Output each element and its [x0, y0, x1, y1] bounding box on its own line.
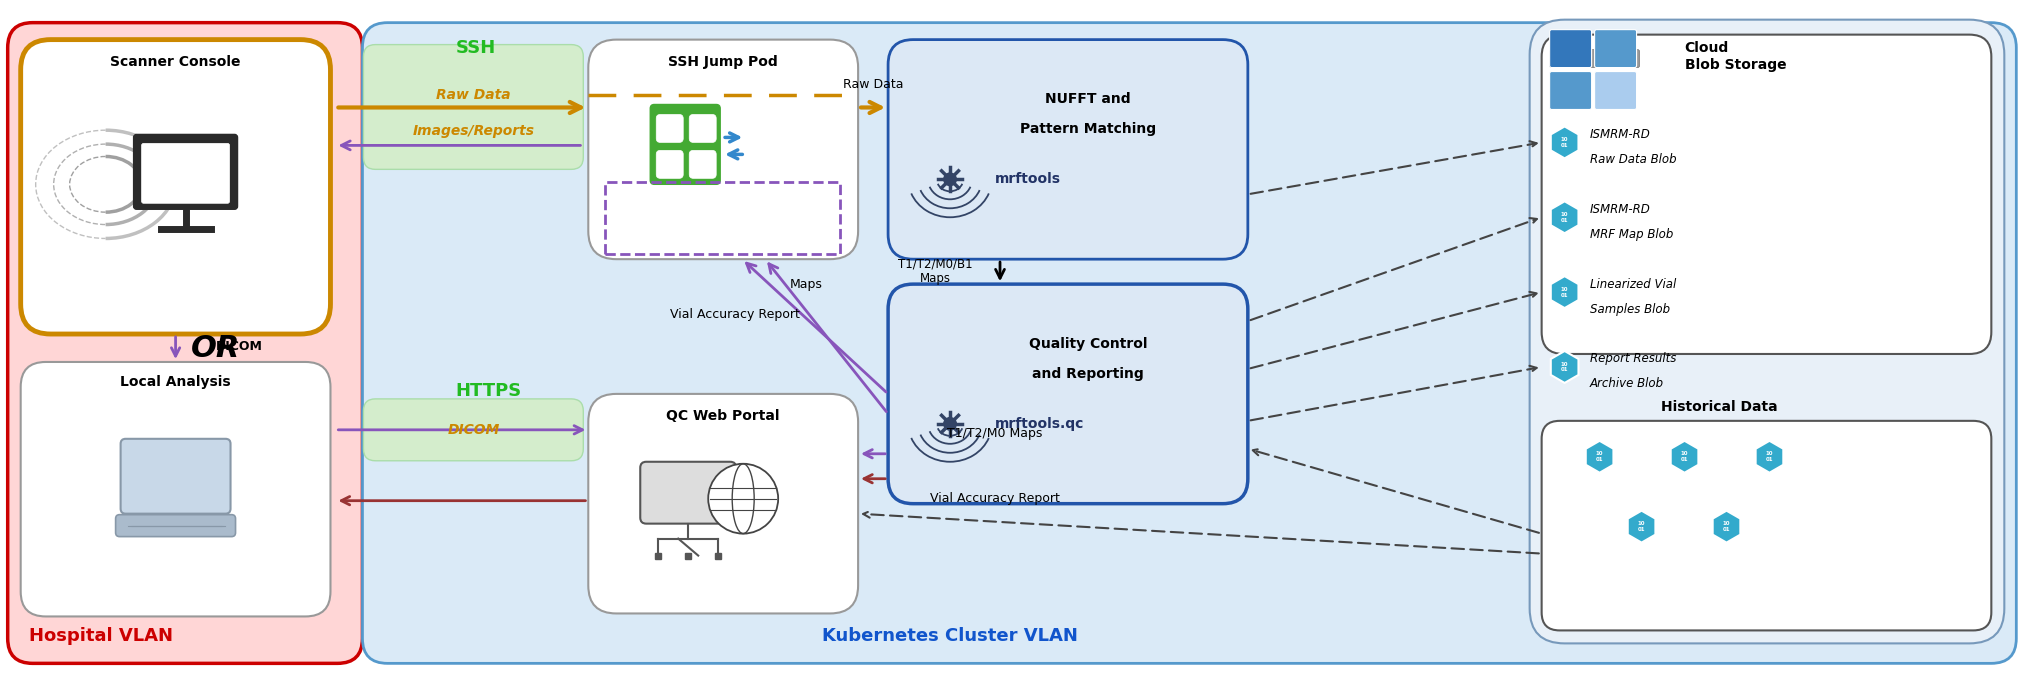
Text: Local Analysis: Local Analysis [120, 375, 231, 389]
Text: OR: OR [191, 334, 240, 364]
Text: and Reporting: and Reporting [1031, 367, 1143, 381]
Text: 10
01: 10 01 [1638, 522, 1646, 532]
Text: ISMRM-RD: ISMRM-RD [1589, 203, 1650, 216]
Polygon shape [1551, 351, 1579, 383]
Text: 10
01: 10 01 [1681, 451, 1689, 462]
Text: Historical Data: Historical Data [1661, 400, 1778, 414]
Text: 10
01: 10 01 [1766, 451, 1774, 462]
Text: Vial Accuracy Report: Vial Accuracy Report [930, 492, 1060, 505]
Text: Images/Reports: Images/Reports [412, 125, 534, 138]
FancyBboxPatch shape [589, 394, 859, 613]
Text: mrftools.qc: mrftools.qc [995, 417, 1084, 431]
FancyBboxPatch shape [1549, 30, 1592, 68]
FancyBboxPatch shape [363, 45, 583, 169]
Circle shape [944, 172, 956, 186]
Text: Raw Data: Raw Data [842, 78, 903, 91]
Polygon shape [1551, 276, 1579, 308]
FancyBboxPatch shape [1549, 50, 1640, 68]
FancyBboxPatch shape [363, 399, 583, 461]
Text: DICOM: DICOM [215, 340, 262, 353]
Polygon shape [1628, 511, 1654, 543]
FancyBboxPatch shape [639, 462, 737, 524]
Polygon shape [1585, 441, 1614, 473]
Polygon shape [1551, 127, 1579, 158]
Text: 10
01: 10 01 [1561, 362, 1569, 372]
Polygon shape [1713, 511, 1740, 543]
FancyBboxPatch shape [1596, 30, 1636, 68]
FancyBboxPatch shape [1541, 34, 1991, 354]
Text: Vial Accuracy Report: Vial Accuracy Report [670, 307, 800, 320]
Text: Report Results: Report Results [1589, 353, 1677, 365]
Text: 10
01: 10 01 [1723, 522, 1730, 532]
FancyBboxPatch shape [116, 515, 235, 537]
Text: Raw Data: Raw Data [436, 88, 512, 101]
Circle shape [708, 464, 777, 533]
Text: mrftools: mrftools [995, 172, 1062, 186]
Text: HTTPS: HTTPS [455, 382, 522, 400]
Text: 10
01: 10 01 [1596, 451, 1604, 462]
Text: 10
01: 10 01 [1561, 137, 1569, 148]
Text: SSH Jump Pod: SSH Jump Pod [668, 54, 777, 69]
FancyBboxPatch shape [887, 284, 1248, 504]
FancyBboxPatch shape [656, 150, 684, 178]
Text: NUFFT and: NUFFT and [1045, 92, 1131, 107]
FancyBboxPatch shape [690, 114, 717, 143]
FancyBboxPatch shape [8, 23, 363, 664]
Text: Raw Data Blob: Raw Data Blob [1589, 153, 1677, 166]
Text: DICOM: DICOM [447, 423, 499, 437]
Text: T1/T2/M0/B1
Maps: T1/T2/M0/B1 Maps [897, 257, 972, 285]
Text: Quality Control: Quality Control [1029, 337, 1147, 351]
Text: Kubernetes Cluster VLAN: Kubernetes Cluster VLAN [822, 628, 1078, 646]
Text: Maps: Maps [790, 278, 822, 291]
FancyBboxPatch shape [120, 439, 231, 514]
Text: Hospital VLAN: Hospital VLAN [28, 628, 173, 646]
Text: Samples Blob: Samples Blob [1589, 302, 1671, 316]
FancyBboxPatch shape [20, 362, 331, 617]
Text: Pattern Matching: Pattern Matching [1019, 123, 1155, 136]
Text: MRF Map Blob: MRF Map Blob [1589, 228, 1673, 240]
Text: Scanner Console: Scanner Console [110, 54, 242, 69]
FancyBboxPatch shape [1596, 72, 1636, 110]
FancyBboxPatch shape [1541, 421, 1991, 630]
Text: QC Web Portal: QC Web Portal [666, 409, 780, 423]
Text: SSH: SSH [455, 39, 495, 56]
Text: 10
01: 10 01 [1561, 287, 1569, 298]
Polygon shape [1756, 441, 1782, 473]
FancyBboxPatch shape [656, 114, 684, 143]
FancyBboxPatch shape [1531, 20, 2004, 644]
FancyBboxPatch shape [690, 150, 717, 178]
Text: Archive Blob: Archive Blob [1589, 378, 1665, 391]
FancyBboxPatch shape [650, 105, 721, 185]
Text: Linearized Vial: Linearized Vial [1589, 278, 1677, 291]
Text: 10
01: 10 01 [1561, 212, 1569, 223]
FancyBboxPatch shape [134, 134, 238, 209]
FancyBboxPatch shape [589, 39, 859, 259]
FancyBboxPatch shape [20, 39, 331, 334]
FancyBboxPatch shape [887, 39, 1248, 259]
Polygon shape [1671, 441, 1699, 473]
Text: Cloud
Blob Storage: Cloud Blob Storage [1685, 41, 1786, 72]
FancyBboxPatch shape [1549, 72, 1592, 110]
Text: ISMRM-RD: ISMRM-RD [1589, 128, 1650, 141]
Polygon shape [1551, 201, 1579, 233]
Text: T1/T2/M0 Maps: T1/T2/M0 Maps [948, 427, 1043, 440]
FancyBboxPatch shape [363, 23, 2016, 664]
Circle shape [944, 417, 956, 431]
FancyBboxPatch shape [142, 143, 229, 203]
